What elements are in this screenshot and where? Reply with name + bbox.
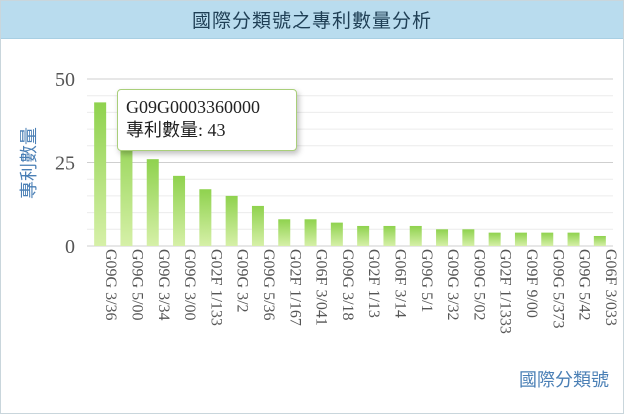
- x-tick-label: G09G 3/34: [155, 249, 172, 321]
- tooltip-category: G09G0003360000: [126, 97, 260, 117]
- x-axis-tick-labels: G09G 3/36 G09G 5/00 G09G 3/34 G09G 3/00 G02F…: [102, 249, 619, 334]
- bar[interactable]: [120, 125, 133, 246]
- bars: [94, 102, 606, 246]
- y-tick-label: 50: [55, 69, 75, 91]
- bar[interactable]: [225, 195, 238, 246]
- x-axis-label: 國際分類號: [519, 370, 609, 391]
- x-tick-label: G09G 3/00: [181, 249, 198, 321]
- bar[interactable]: [357, 225, 370, 246]
- bar[interactable]: [462, 229, 475, 246]
- bar[interactable]: [146, 159, 159, 246]
- bar-tooltip: G09G0003360000 專利數量: 43: [117, 89, 297, 151]
- y-axis-ticks: 0 25 50: [55, 69, 75, 258]
- bar[interactable]: [541, 232, 554, 246]
- y-tick-label: 0: [65, 236, 75, 258]
- bar[interactable]: [251, 205, 264, 246]
- x-tick-label: G09G 5/02: [470, 249, 487, 321]
- bar[interactable]: [383, 225, 396, 246]
- tooltip-value-row: 專利數量: 43: [126, 119, 288, 142]
- x-tick-label: G09G 5/373: [549, 249, 566, 329]
- y-tick-label: 25: [55, 153, 75, 175]
- bar[interactable]: [94, 102, 107, 246]
- x-tick-label: G02F 1/133: [207, 249, 224, 326]
- x-tick-label: G02F 1/13: [365, 249, 382, 318]
- bar[interactable]: [304, 219, 317, 246]
- title-bar: 國際分類號之專利數量分析: [1, 1, 623, 39]
- x-tick-label: G09F 9/00: [523, 249, 540, 318]
- chart-title: 國際分類號之專利數量分析: [191, 10, 432, 32]
- x-tick-label: G02F 1/167: [286, 249, 303, 326]
- bar[interactable]: [488, 232, 501, 246]
- bar[interactable]: [514, 232, 527, 246]
- x-tick-label: G09G 3/36: [102, 249, 119, 321]
- bar[interactable]: [278, 219, 291, 246]
- x-tick-label: G06F 3/041: [313, 249, 330, 326]
- x-tick-label: G09G 5/36: [260, 249, 277, 321]
- tooltip-value: 43: [207, 120, 226, 140]
- bar[interactable]: [593, 235, 606, 246]
- bar[interactable]: [330, 222, 343, 246]
- bar[interactable]: [409, 225, 422, 246]
- x-tick-label: G02F 1/1333: [497, 249, 514, 334]
- bar[interactable]: [436, 229, 449, 246]
- bar[interactable]: [173, 175, 186, 246]
- x-tick-label: G09G 3/18: [339, 249, 356, 321]
- x-tick-label: G09G 3/32: [444, 249, 461, 321]
- x-tick-label: G09G 5/00: [128, 249, 145, 321]
- bar[interactable]: [199, 189, 212, 246]
- y-axis-label: 專利數量: [19, 127, 40, 199]
- x-tick-label: G09G 5/1: [418, 249, 435, 313]
- tooltip-metric-label: 專利數量:: [126, 120, 204, 140]
- bar[interactable]: [567, 232, 580, 246]
- x-tick-label: G06F 3/033: [602, 249, 619, 326]
- x-tick-label: G09G 5/42: [576, 249, 593, 321]
- x-tick-label: G06F 3/14: [391, 249, 408, 318]
- x-tick-label: G09G 3/2: [234, 249, 251, 313]
